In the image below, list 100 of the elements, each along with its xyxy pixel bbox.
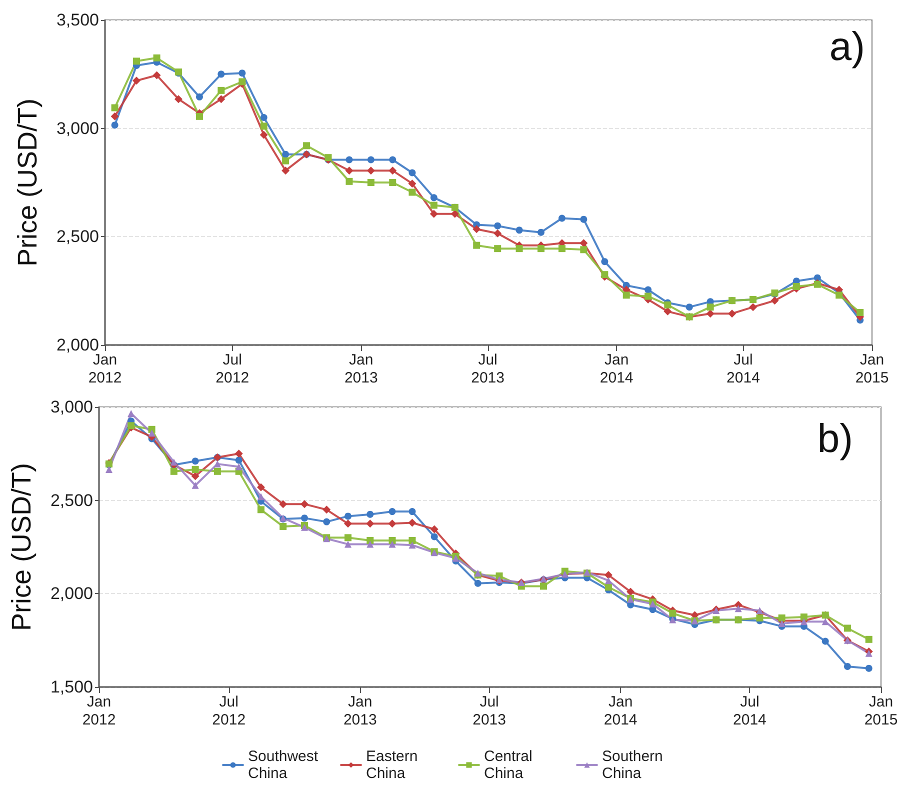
point [822, 638, 829, 645]
point [408, 542, 416, 549]
point [191, 472, 200, 480]
point [856, 309, 864, 316]
x-tick-label: Jul 2014 [733, 694, 766, 728]
point [844, 662, 851, 670]
point [279, 500, 288, 508]
point [152, 71, 161, 80]
point [756, 606, 764, 614]
point [580, 246, 588, 254]
x-tick-label: Jan 2015 [864, 694, 898, 728]
point [132, 58, 140, 65]
point [734, 605, 742, 612]
point [430, 525, 438, 534]
point [580, 216, 588, 223]
point [430, 194, 438, 202]
point [153, 54, 160, 62]
point [235, 456, 242, 464]
point [105, 466, 112, 474]
chart-title: b) [817, 417, 854, 461]
x-tick-label: Jan 2012 [82, 694, 116, 728]
point [749, 303, 758, 312]
point [257, 493, 264, 500]
point [516, 226, 523, 234]
legend-label: Eastern China [366, 748, 422, 782]
point [836, 292, 843, 299]
point [303, 142, 310, 150]
y-tick-label: 3,500 [56, 10, 99, 30]
point [450, 210, 459, 218]
point [214, 468, 221, 475]
point [644, 292, 652, 300]
point [174, 95, 182, 104]
point [408, 536, 416, 544]
point [128, 422, 135, 430]
point [388, 166, 397, 175]
point [814, 274, 821, 282]
point [756, 614, 764, 622]
point [192, 482, 199, 489]
point [494, 229, 502, 238]
point [282, 150, 290, 158]
point [282, 157, 290, 164]
point [388, 540, 396, 548]
point [389, 179, 396, 186]
x-tick-label: Jan 2014 [600, 352, 634, 386]
x-tick-label: Jul 2014 [726, 352, 760, 386]
point [300, 514, 308, 522]
point [238, 70, 246, 77]
point [260, 114, 268, 121]
point [792, 283, 800, 290]
point [111, 104, 118, 112]
point [664, 307, 672, 316]
point [344, 520, 352, 528]
point [282, 166, 290, 175]
point [388, 520, 396, 528]
point [192, 466, 199, 474]
point [170, 468, 178, 475]
point [686, 304, 693, 311]
point [472, 225, 481, 234]
point [558, 245, 566, 252]
point [196, 112, 203, 120]
x-tick-label: Jan 2012 [88, 352, 122, 386]
point [728, 310, 736, 318]
point [778, 620, 786, 628]
point [408, 180, 416, 188]
point [669, 610, 676, 617]
point [110, 112, 119, 120]
point [865, 664, 872, 672]
point [800, 614, 808, 620]
point [626, 588, 635, 596]
y-tick-label: 2,000 [56, 336, 99, 354]
y-axis-title: Price (USD/T) [12, 98, 42, 266]
point [256, 483, 265, 492]
y-axis-title: Price (USD/T) [6, 463, 36, 631]
point [346, 156, 353, 164]
point [132, 76, 140, 85]
point [367, 179, 374, 186]
point [540, 582, 548, 590]
point [323, 518, 330, 526]
point [260, 122, 268, 130]
x-tick-label: Jan 2013 [344, 352, 378, 386]
y-tick-label: 2,000 [50, 584, 93, 604]
point [300, 500, 308, 508]
x-tick-label: Jul 2012 [212, 694, 246, 728]
point [388, 508, 396, 516]
point [235, 463, 242, 470]
x-tick-label: Jan 2013 [343, 694, 377, 728]
x-tick-label: Jul 2012 [216, 352, 250, 386]
point [366, 510, 374, 518]
point [344, 512, 352, 520]
point [218, 86, 225, 94]
point [148, 430, 156, 437]
point [238, 78, 246, 86]
x-tick-label: Jan 2014 [604, 694, 638, 728]
legend-label: Southern China [602, 748, 668, 782]
y-tick-label: 2,500 [50, 490, 93, 510]
legend-label: Southwest China [248, 748, 322, 782]
point [408, 518, 416, 527]
y-tick-label: 3,000 [50, 398, 93, 416]
point [346, 178, 353, 185]
point [366, 540, 374, 548]
